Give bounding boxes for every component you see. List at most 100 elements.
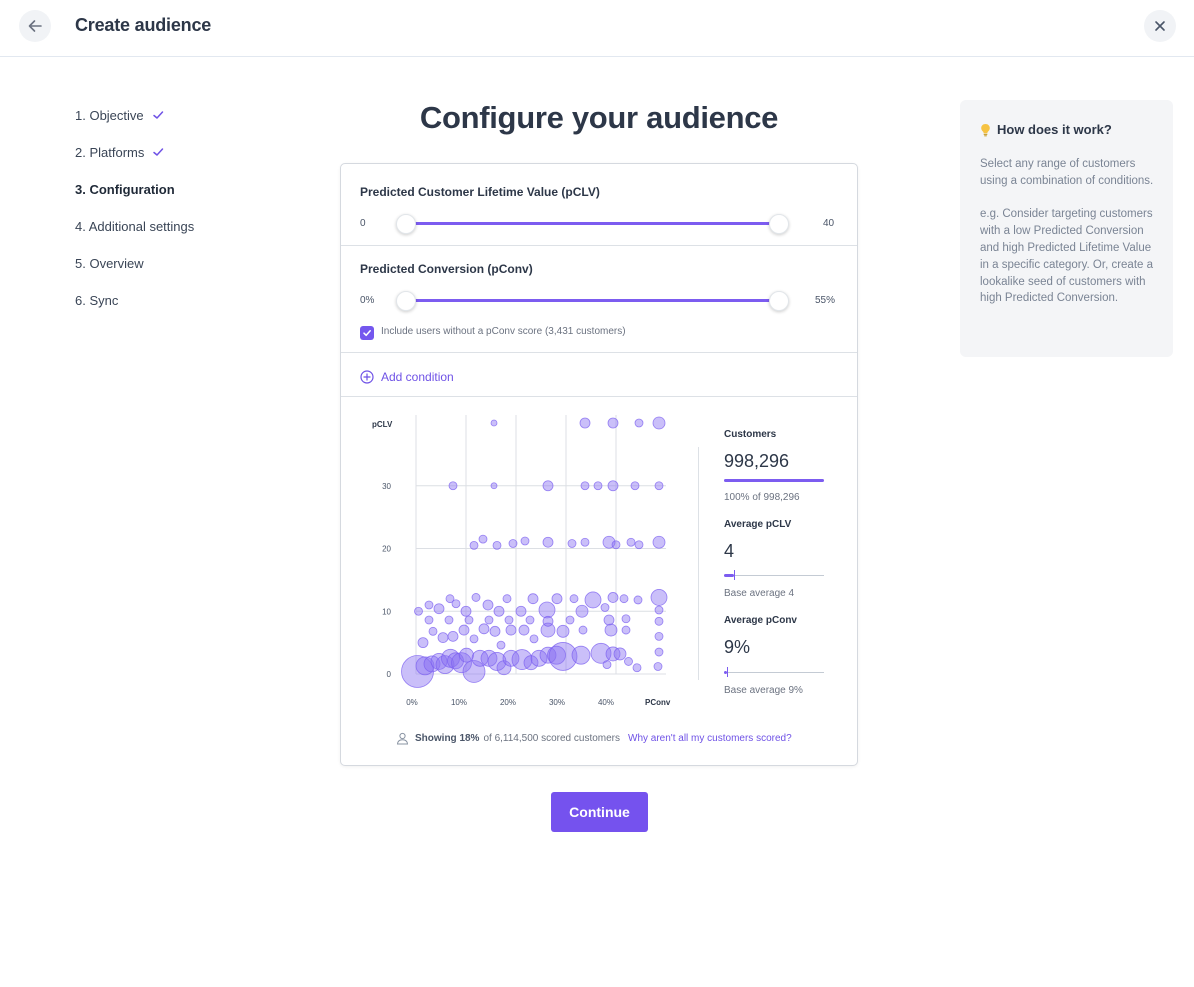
- chart-bubble: [652, 535, 666, 549]
- chart-bubble: [478, 534, 488, 544]
- pclv-min-handle[interactable]: [396, 214, 416, 234]
- include-unscored-checkbox[interactable]: [360, 326, 374, 340]
- chart-bubble: [435, 655, 455, 674]
- pconv-label: Predicted Conversion (pConv): [360, 262, 533, 276]
- help-text: Select any range of customers using a co…: [980, 158, 1154, 305]
- chart-bubble: [542, 480, 554, 492]
- chart-bubble: [451, 599, 461, 609]
- back-button[interactable]: [19, 10, 51, 42]
- showing-rest: of 6,114,500 scored customers: [483, 733, 621, 744]
- check-icon: [363, 330, 371, 337]
- chart-bubble: [600, 603, 610, 612]
- pconv-min-handle[interactable]: [396, 291, 416, 311]
- close-icon: [1155, 21, 1165, 31]
- add-condition-button[interactable]: Add condition: [360, 370, 454, 384]
- help-title: How does it work?: [997, 122, 1112, 137]
- bulb-icon: [981, 123, 990, 136]
- chart-bubble: [579, 417, 591, 429]
- customers-bar: [724, 479, 824, 482]
- chart-bubble: [540, 622, 556, 638]
- pconv-slider-track[interactable]: [406, 299, 780, 302]
- chart-bubble: [490, 419, 498, 427]
- chart-bubble: [423, 655, 441, 673]
- chart-bubble: [451, 652, 472, 674]
- avg-pconv-value: 9%: [724, 637, 751, 657]
- step-overview[interactable]: 5. Overview: [75, 256, 194, 293]
- chart-bubble: [508, 539, 518, 548]
- chart-bubble: [527, 593, 539, 605]
- chart-x-tick-label: 40%: [598, 698, 614, 707]
- arrow-left-icon: [28, 20, 42, 32]
- chart-bubble: [571, 645, 591, 665]
- step-objective[interactable]: 1. Objective: [75, 108, 194, 145]
- user-icon: [396, 732, 409, 745]
- chart-bubble: [496, 660, 512, 676]
- chart-bubble: [578, 625, 588, 635]
- close-button[interactable]: [1144, 10, 1176, 42]
- check-icon: [152, 111, 163, 119]
- avg-pconv-track: [724, 672, 824, 673]
- step-label: 2. Platforms: [75, 145, 145, 160]
- customers-note: 100% of 998,296: [724, 492, 800, 503]
- chart-bubble: [515, 605, 527, 617]
- chart-bubble: [567, 539, 577, 548]
- chart-bubble: [542, 536, 554, 548]
- chart-bubble: [518, 624, 530, 636]
- chart-bubble: [548, 642, 578, 671]
- chart-bubble: [542, 615, 554, 627]
- chart-bubble: [538, 601, 556, 619]
- pclv-max-handle[interactable]: [769, 214, 789, 234]
- chart-bubble: [547, 645, 566, 665]
- pconv-max-value: 55%: [815, 295, 836, 306]
- header-bar: Create audience: [0, 0, 1194, 57]
- chart-y-tick-label: 0: [387, 670, 392, 679]
- step-platforms[interactable]: 2. Platforms: [75, 145, 194, 182]
- chart-bubble: [551, 593, 563, 605]
- chart-bubble: [529, 634, 539, 644]
- help-title-row: How does it work?: [980, 122, 1154, 137]
- chart-x-tick-label: 30%: [549, 698, 565, 707]
- chart-bubble: [502, 649, 520, 667]
- chart-bubble: [593, 481, 603, 491]
- header-title: Create audience: [75, 15, 212, 35]
- chart-bubble: [464, 615, 474, 625]
- chart-bubble: [447, 630, 459, 642]
- plus-circle-icon: [360, 370, 374, 384]
- chart-bubble: [460, 605, 472, 617]
- chart-x-tick-label: 10%: [451, 698, 467, 707]
- step-configuration[interactable]: 3. Configuration: [75, 182, 194, 219]
- chart-bubble: [428, 626, 438, 636]
- chart-bubble: [484, 615, 494, 625]
- chart-bubble: [654, 631, 664, 641]
- step-label: 6. Sync: [75, 293, 119, 308]
- chart-bubble: [650, 589, 668, 606]
- chart-bubble: [496, 640, 506, 650]
- chart-bubble: [469, 634, 479, 644]
- page-title: Configure your audience: [419, 100, 779, 135]
- chart-bubble: [654, 481, 664, 491]
- step-additional-settings[interactable]: 4. Additional settings: [75, 219, 194, 256]
- avg-pclv-value: 4: [724, 541, 735, 561]
- chart-bubble: [621, 614, 631, 624]
- chart-bubble: [417, 637, 429, 649]
- step-sync[interactable]: 6. Sync: [75, 293, 194, 330]
- chart-bubble: [654, 605, 664, 615]
- continue-button[interactable]: Continue: [551, 792, 648, 832]
- help-panel: How does it work? Select any range of cu…: [960, 100, 1173, 357]
- chart-bubble: [653, 662, 663, 671]
- pconv-max-handle[interactable]: [769, 291, 789, 311]
- why-not-scored-link[interactable]: Why aren't all my customers scored?: [628, 733, 792, 744]
- chart-bubble: [424, 615, 434, 625]
- chart-bubble: [458, 624, 470, 636]
- avg-pclv-note: Base average 4: [724, 588, 795, 599]
- chart-bubble: [652, 416, 666, 430]
- chart-bubble: [493, 605, 505, 617]
- chart-bubble: [437, 632, 449, 644]
- avg-pclv-label: Average pCLV: [724, 519, 792, 530]
- pclv-slider-track[interactable]: [406, 222, 780, 225]
- chart-bubble: [523, 655, 539, 671]
- chart-y-tick-label: 20: [382, 545, 391, 554]
- chart-bubble: [482, 599, 494, 611]
- chart-y-tick-label: 10: [382, 607, 391, 616]
- chart-bubble: [487, 652, 507, 671]
